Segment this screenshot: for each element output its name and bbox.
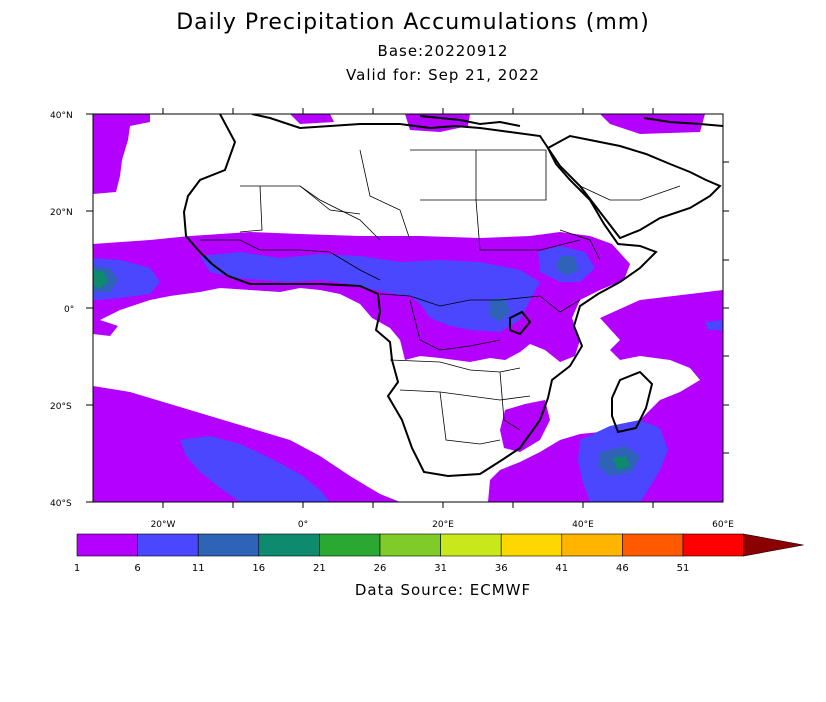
colorbar-swatch [137,533,199,557]
lon-label-0: 0° [298,520,308,530]
lat-label-20n: 20°N [50,208,73,218]
country-borders [200,149,681,445]
colorbar-swatch [319,533,381,557]
colorbar-swatch [682,533,744,557]
colorbar-swatch [561,533,623,557]
colorbar-swatch [379,533,441,557]
colorbar-swatch [76,533,138,557]
colorbar-label: 46 [616,563,629,574]
colorbar-swatch [197,533,260,557]
lat-label-40n: 40°N [50,111,73,121]
colorbar-label: 1 [74,563,80,574]
colorbar-swatch [500,533,563,557]
colorbar-label: 41 [555,563,568,574]
lat-label-0: 0° [64,305,74,315]
coastlines [182,114,723,478]
valid-date: Valid for: Sep 21, 2022 [346,66,540,84]
lon-label-20w: 20°W [151,520,176,530]
colorbar-label: 26 [374,563,387,574]
precip-field [93,114,723,502]
chart-title: Daily Precipitation Accumulations (mm) [176,10,650,35]
colorbar-label: 21 [313,563,326,574]
axis-ticks [86,108,729,508]
colorbar-label: 31 [434,563,447,574]
data-source: Data Source: ECMWF [354,581,532,599]
colorbar-label: 11 [192,563,205,574]
lat-label-20s: 20°S [50,402,72,412]
colorbar-label: 51 [677,563,690,574]
colorbar-swatch [440,533,502,557]
colorbar-label: 6 [134,563,140,574]
colorbar-swatch [258,533,320,557]
lat-label-40s: 40°S [50,499,72,509]
lon-label-60e: 60°E [712,520,734,530]
lon-label-20e: 20°E [432,520,454,530]
base-date: Base:20220912 [377,42,509,60]
lon-label-40e: 40°E [572,520,594,530]
precip-11-21mm [93,256,640,476]
colorbar-swatch [622,533,684,557]
colorbar-label: 16 [252,563,265,574]
colorbar: 1 6 11 16 21 26 31 36 41 46 51 [74,533,804,574]
colorbar-extend-arrow [743,533,804,557]
colorbar-label: 36 [495,563,508,574]
